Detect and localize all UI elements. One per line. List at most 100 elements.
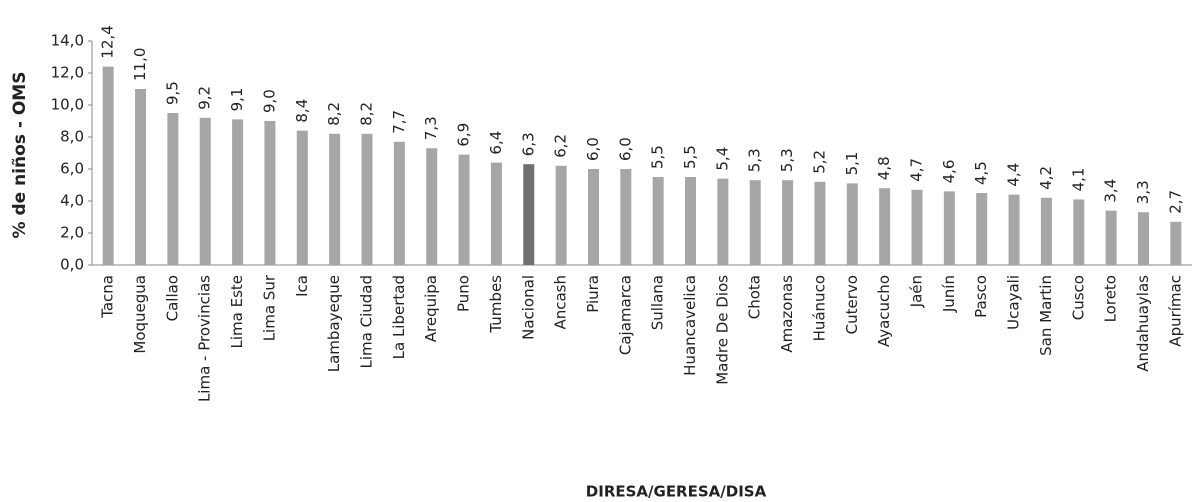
data-label: 4,5 (972, 161, 990, 185)
bar (1170, 221, 1182, 265)
bar (1073, 199, 1085, 265)
x-tick-label: Loreto (1102, 275, 1120, 322)
bar (620, 169, 632, 265)
x-tick-label: Amazonas (778, 275, 796, 353)
bar (1105, 210, 1117, 265)
bar (976, 193, 988, 265)
y-tick-label: 4,0 (60, 192, 84, 210)
data-label: 6,3 (519, 132, 537, 156)
data-label: 4,1 (1069, 168, 1087, 192)
data-label: 9,1 (228, 88, 246, 112)
x-tick-label: Nacional (519, 275, 537, 340)
data-label: 4,8 (875, 156, 893, 180)
bar (426, 148, 438, 265)
bar (458, 154, 470, 265)
bar (232, 119, 244, 266)
bar (523, 164, 535, 265)
bar (264, 121, 276, 265)
y-tick-label: 12,0 (51, 64, 84, 82)
bar (846, 183, 858, 265)
data-label: 5,3 (746, 148, 764, 172)
y-tick-label: 6,0 (60, 160, 84, 178)
data-label: 6,0 (616, 137, 634, 161)
x-tick-label: Lambayeque (325, 275, 343, 372)
x-tick-label: Lima Ciudad (358, 275, 376, 368)
data-label: 4,2 (1037, 166, 1055, 190)
x-tick-label: Cutervo (843, 275, 861, 334)
data-label: 8,4 (293, 99, 311, 123)
x-tick-label: Cusco (1069, 275, 1087, 320)
bar (943, 191, 955, 265)
bar (135, 89, 147, 265)
bar (490, 162, 502, 265)
y-tick-label: 2,0 (60, 224, 84, 242)
data-label: 9,0 (260, 89, 278, 113)
data-label: 5,5 (649, 145, 667, 169)
bar (1137, 212, 1149, 265)
data-label: 6,2 (552, 134, 570, 158)
x-tick-label: Chota (746, 275, 764, 319)
data-label: 2,7 (1166, 190, 1184, 214)
bar (1008, 194, 1020, 265)
data-label: 4,4 (1005, 163, 1023, 187)
x-tick-label: Junín (940, 275, 958, 313)
x-tick-label: Ucayali (1005, 275, 1023, 330)
x-tick-label: Lima Sur (260, 274, 278, 341)
data-label: 4,7 (908, 158, 926, 182)
x-tick-label: Pasco (972, 275, 990, 318)
x-tick-label: Lima Este (228, 275, 246, 349)
data-label: 9,5 (163, 81, 181, 105)
x-tick-label: Jaén (908, 275, 926, 308)
bar (393, 141, 405, 265)
bar (102, 66, 114, 265)
data-label: 5,5 (681, 145, 699, 169)
bar (361, 133, 373, 265)
data-label: 6,9 (455, 123, 473, 147)
x-axis-title: DIRESA/GERESA/DISA (586, 483, 767, 501)
bar (587, 169, 599, 265)
y-tick-label: 14,0 (51, 32, 84, 50)
bar (717, 178, 729, 265)
bar (782, 180, 794, 265)
x-tick-label: Callao (163, 275, 181, 321)
y-tick-label: 10,0 (51, 96, 84, 114)
x-tick-label: Piura (584, 275, 602, 313)
data-label: 8,2 (358, 102, 376, 126)
data-label: 12,4 (99, 25, 117, 58)
bar (1040, 197, 1052, 265)
bar (749, 180, 761, 265)
y-tick-label: 0,0 (60, 256, 84, 274)
data-label: 4,6 (940, 160, 958, 184)
data-label: 7,3 (422, 116, 440, 140)
x-tick-label: Moquegua (131, 275, 149, 354)
bar (814, 181, 826, 265)
data-label: 5,4 (713, 147, 731, 171)
bar (652, 177, 664, 265)
data-label: 9,2 (196, 86, 214, 110)
data-label: 6,0 (584, 137, 602, 161)
bar (199, 117, 211, 265)
data-label: 3,4 (1102, 179, 1120, 203)
x-tick-label: Puno (455, 275, 473, 312)
x-tick-label: Lima - Provincias (196, 275, 214, 402)
data-label: 6,4 (487, 131, 505, 155)
x-tick-label: Madre De Dios (713, 275, 731, 385)
x-tick-label: Ica (293, 275, 311, 297)
x-tick-label: Huancavelica (681, 275, 699, 376)
bar (879, 188, 891, 265)
bar (167, 113, 179, 265)
x-tick-label: Ancash (552, 275, 570, 330)
y-axis-title: % de niños - OMS (10, 72, 30, 239)
x-tick-label: Apurímac (1166, 275, 1184, 347)
y-tick-label: 8,0 (60, 128, 84, 146)
x-tick-label: Tacna (99, 275, 117, 319)
x-tick-label: Sullana (649, 275, 667, 330)
data-label: 5,3 (778, 148, 796, 172)
data-label: 5,1 (843, 152, 861, 176)
x-tick-label: Cajamarca (616, 275, 634, 355)
x-tick-label: Ayacucho (875, 275, 893, 347)
x-tick-label: Huánuco (810, 275, 828, 341)
bar (685, 177, 697, 265)
x-tick-label: Tumbes (487, 275, 505, 334)
